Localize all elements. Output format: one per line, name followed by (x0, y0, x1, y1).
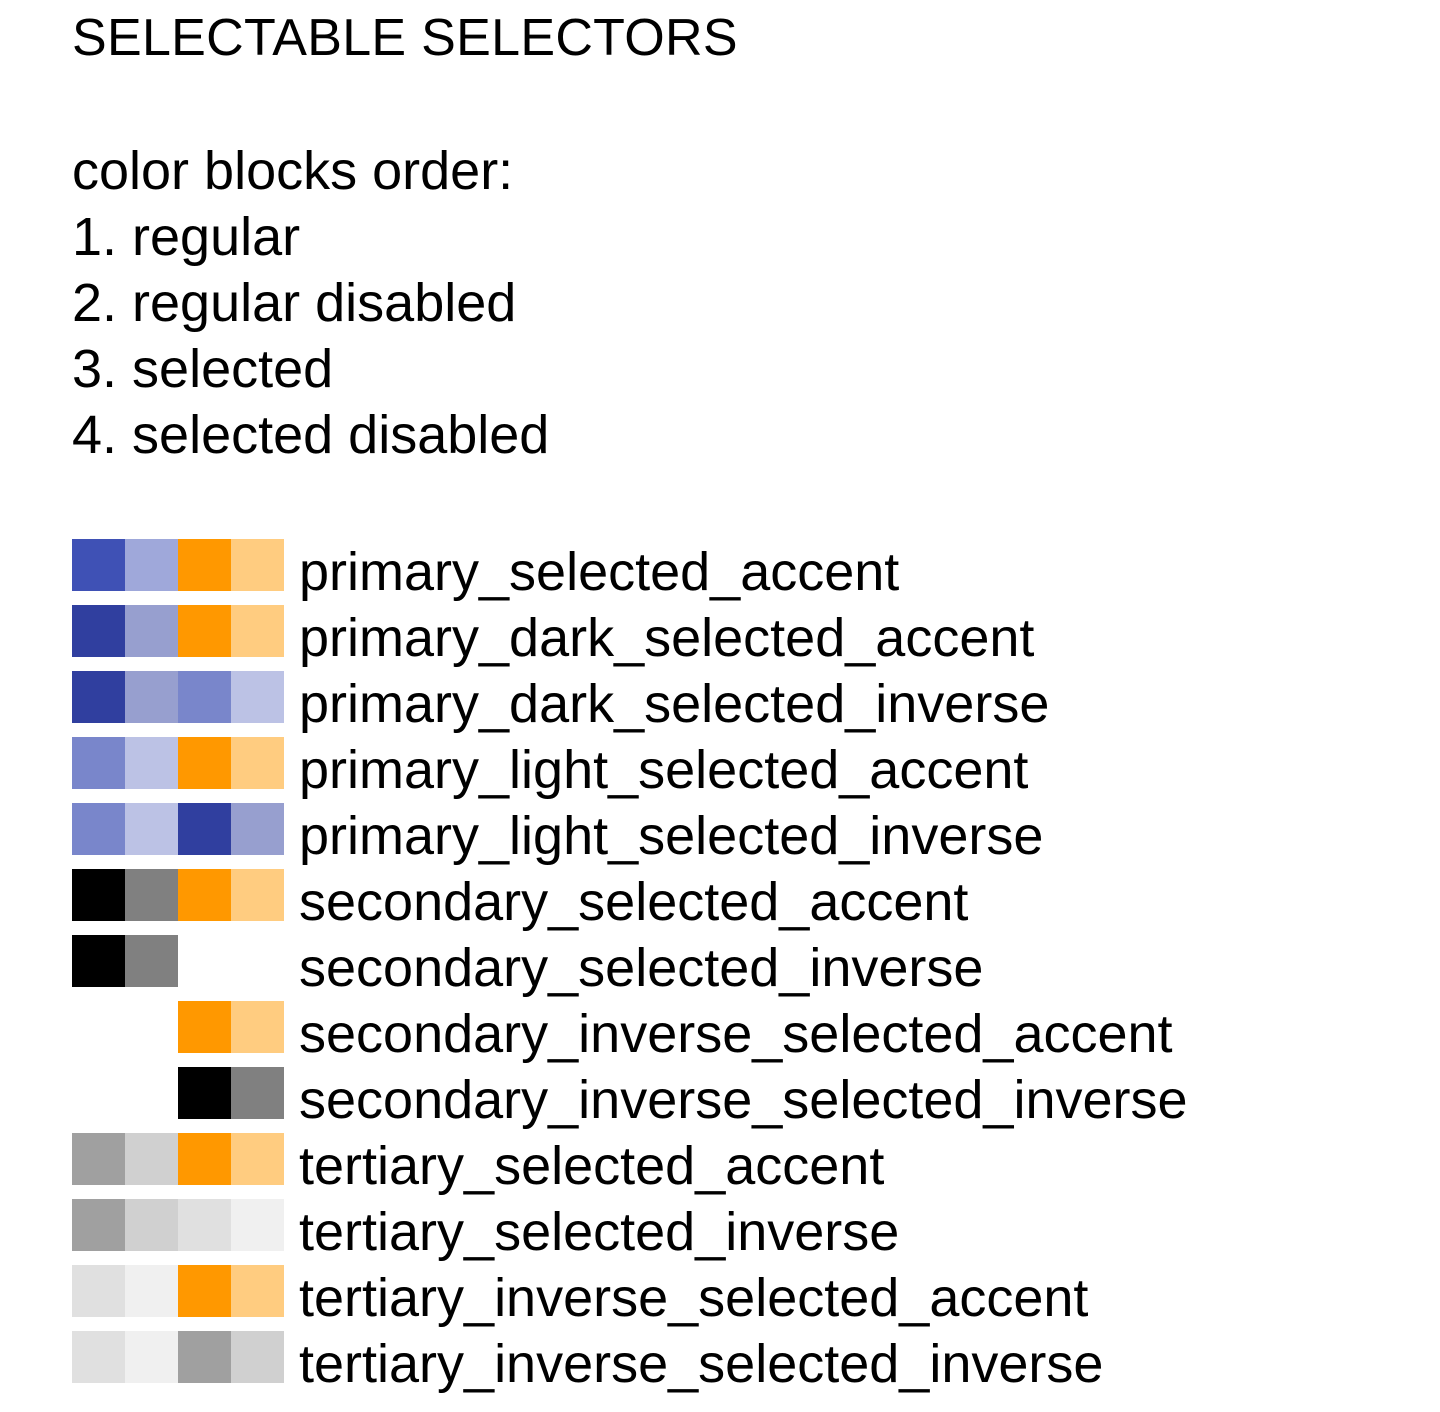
regular-disabled-swatch (125, 868, 178, 921)
legend-item-regular: 1. regular (72, 207, 301, 267)
selected-swatch (178, 604, 231, 657)
color-swatch-group (72, 670, 284, 723)
selected-disabled-swatch (231, 1198, 284, 1251)
regular-disabled-swatch (125, 1132, 178, 1185)
regular-swatch (72, 670, 125, 723)
color-order-legend: color blocks order: 1. regular 2. regula… (72, 138, 549, 468)
selector-row: tertiary_selected_inverse (72, 1198, 1188, 1264)
selector-name: tertiary_inverse_selected_inverse (299, 1333, 1104, 1394)
regular-swatch (72, 1264, 125, 1317)
regular-disabled-swatch (125, 604, 178, 657)
selected-disabled-swatch (231, 935, 284, 987)
selector-row: secondary_selected_accent (72, 868, 1188, 934)
regular-disabled-swatch (125, 1198, 178, 1251)
selector-name: tertiary_selected_inverse (299, 1201, 900, 1262)
regular-swatch (72, 538, 125, 591)
selected-disabled-swatch (231, 736, 284, 789)
selector-name: primary_light_selected_accent (299, 739, 1029, 800)
selector-name: primary_light_selected_inverse (299, 805, 1044, 866)
regular-swatch (72, 736, 125, 789)
selected-swatch (178, 736, 231, 789)
selected-swatch (178, 868, 231, 921)
color-swatch-group (72, 1132, 284, 1185)
selected-swatch (178, 1066, 231, 1119)
selected-disabled-swatch (231, 1132, 284, 1185)
regular-disabled-swatch (125, 802, 178, 855)
color-swatch-group (72, 934, 284, 987)
regular-disabled-swatch (125, 1330, 178, 1383)
selected-swatch (178, 670, 231, 723)
legend-heading: color blocks order: (72, 141, 514, 201)
regular-swatch (72, 1001, 125, 1053)
selected-swatch (178, 1264, 231, 1317)
selected-swatch (178, 935, 231, 987)
color-swatch-group (72, 1264, 284, 1317)
selected-swatch (178, 1132, 231, 1185)
color-swatch-group (72, 1198, 284, 1251)
selected-disabled-swatch (231, 604, 284, 657)
regular-disabled-swatch (125, 934, 178, 987)
regular-disabled-swatch (125, 1001, 178, 1053)
selector-row: primary_dark_selected_inverse (72, 670, 1188, 736)
selector-name: secondary_inverse_selected_inverse (299, 1069, 1188, 1130)
regular-disabled-swatch (125, 670, 178, 723)
regular-swatch (72, 1067, 125, 1119)
regular-disabled-swatch (125, 736, 178, 789)
selector-list: primary_selected_accent primary_dark_sele… (72, 538, 1188, 1396)
selector-name: secondary_selected_accent (299, 871, 969, 932)
selected-disabled-swatch (231, 1264, 284, 1317)
selector-name: primary_dark_selected_accent (299, 607, 1035, 668)
selector-row: primary_selected_accent (72, 538, 1188, 604)
selected-disabled-swatch (231, 1000, 284, 1053)
regular-swatch (72, 1132, 125, 1185)
color-swatch-group (72, 802, 284, 855)
selected-disabled-swatch (231, 670, 284, 723)
selector-row: primary_light_selected_inverse (72, 802, 1188, 868)
selector-row: tertiary_selected_accent (72, 1132, 1188, 1198)
legend-item-regular-disabled: 2. regular disabled (72, 273, 517, 333)
regular-swatch (72, 802, 125, 855)
selected-swatch (178, 1000, 231, 1053)
page-title: SELECTABLE SELECTORS (72, 9, 738, 67)
selector-row: primary_dark_selected_accent (72, 604, 1188, 670)
selected-swatch (178, 802, 231, 855)
color-swatch-group (72, 1066, 284, 1119)
regular-swatch (72, 1330, 125, 1383)
regular-disabled-swatch (125, 1067, 178, 1119)
regular-disabled-swatch (125, 538, 178, 591)
color-swatch-group (72, 538, 284, 591)
selected-disabled-swatch (231, 868, 284, 921)
color-swatch-group (72, 604, 284, 657)
color-swatch-group (72, 1000, 284, 1053)
selected-disabled-swatch (231, 802, 284, 855)
selector-name: tertiary_inverse_selected_accent (299, 1267, 1089, 1328)
selector-row: secondary_selected_inverse (72, 934, 1188, 1000)
selected-disabled-swatch (231, 1066, 284, 1119)
legend-item-selected: 3. selected (72, 339, 334, 399)
selected-disabled-swatch (231, 1330, 284, 1383)
selector-row: secondary_inverse_selected_accent (72, 1000, 1188, 1066)
selected-swatch (178, 1330, 231, 1383)
selector-name: tertiary_selected_accent (299, 1135, 885, 1196)
regular-swatch (72, 868, 125, 921)
selected-swatch (178, 1198, 231, 1251)
regular-swatch (72, 934, 125, 987)
color-swatch-group (72, 868, 284, 921)
selector-name: primary_selected_accent (299, 541, 900, 602)
selector-name: secondary_selected_inverse (299, 937, 984, 998)
selector-row: primary_light_selected_accent (72, 736, 1188, 802)
selector-row: tertiary_inverse_selected_accent (72, 1264, 1188, 1330)
selected-disabled-swatch (231, 538, 284, 591)
selector-row: secondary_inverse_selected_inverse (72, 1066, 1188, 1132)
regular-swatch (72, 1198, 125, 1251)
selected-swatch (178, 538, 231, 591)
regular-swatch (72, 604, 125, 657)
selector-name: secondary_inverse_selected_accent (299, 1003, 1173, 1064)
legend-item-selected-disabled: 4. selected disabled (72, 405, 550, 465)
color-swatch-group (72, 736, 284, 789)
selector-row: tertiary_inverse_selected_inverse (72, 1330, 1188, 1396)
regular-disabled-swatch (125, 1264, 178, 1317)
color-swatch-group (72, 1330, 284, 1383)
selector-name: primary_dark_selected_inverse (299, 673, 1050, 734)
